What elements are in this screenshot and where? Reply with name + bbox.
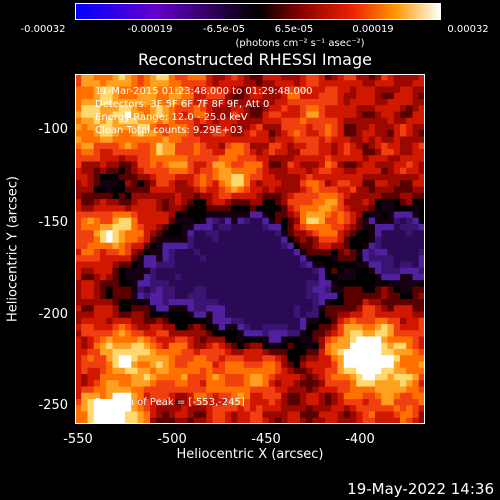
peak-position-text: Position of Peak = [-553,-245] [95, 397, 245, 408]
timestamp: 19-May-2022 14:36 [347, 480, 494, 498]
colorbar-units: (photons cm⁻² s⁻¹ asec⁻²) [235, 38, 365, 49]
colorbar-tick-label: -0.00032 [20, 24, 66, 35]
colorbar-tick-label: 0.00032 [447, 24, 489, 35]
time-range-text: 11-Mar-2015 01:23:48.000 to 01:29:48.000 [95, 86, 313, 97]
colorbar-tick-label: 6.5e-05 [274, 24, 314, 35]
colorbar-gradient [76, 4, 440, 19]
x-tick-label: -500 [157, 432, 187, 447]
y-tick-label: -100 [38, 122, 68, 137]
y-tick-label: -200 [38, 307, 68, 322]
y-tick-label: -150 [38, 215, 68, 230]
rhessi-image-raster [75, 74, 425, 424]
colorbar-tick-label: -6.5e-05 [203, 24, 245, 35]
y-axis-label: Heliocentric Y (arcsec) [5, 176, 21, 322]
colorbar-tick-label: -0.00019 [127, 24, 173, 35]
x-axis-label: Heliocentric X (arcsec) [176, 447, 324, 462]
energy-range-text: Energy Range: 12.0 - 25.0 keV [95, 112, 248, 123]
rhessi-image [75, 74, 425, 424]
detectors-text: Detectors: 3F 5F 6F 7F 8F 9F, Att 0 [95, 99, 270, 110]
x-tick-label: -550 [63, 432, 93, 447]
x-tick-label: -400 [345, 432, 375, 447]
y-tick-label: -250 [38, 398, 68, 413]
colorbar [75, 3, 441, 20]
x-tick-label: -450 [251, 432, 281, 447]
clean-total-counts-text: Clean Total counts: 9.29E+03 [95, 125, 243, 136]
plot-title: Reconstructed RHESSI Image [138, 50, 372, 69]
colorbar-tick-label: 0.00019 [352, 24, 394, 35]
